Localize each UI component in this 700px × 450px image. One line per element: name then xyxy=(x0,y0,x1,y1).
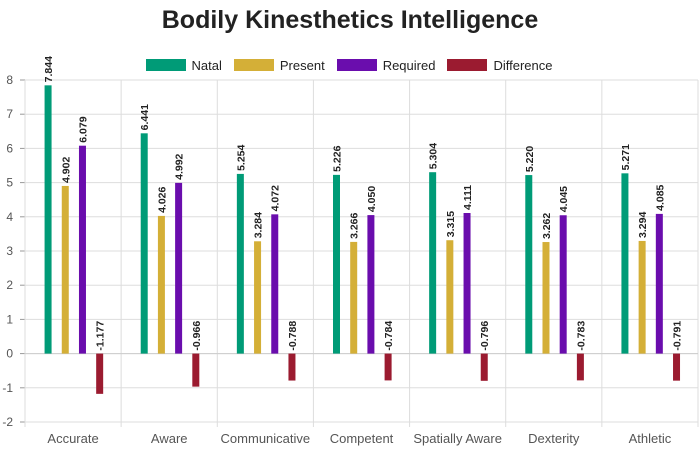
bar-required xyxy=(559,215,567,354)
bar-natal xyxy=(44,85,52,354)
data-label-difference: -0.788 xyxy=(287,321,299,351)
bar-present xyxy=(157,215,165,354)
data-label-present: 3.315 xyxy=(445,211,457,237)
data-label-required: 4.992 xyxy=(174,153,186,179)
bar-required xyxy=(175,182,183,354)
legend-item-present[interactable]: Present xyxy=(233,57,325,73)
bar-difference xyxy=(192,353,200,387)
data-label-natal: 5.226 xyxy=(332,145,344,171)
data-label-present: 4.902 xyxy=(60,157,72,183)
data-label-natal: 5.254 xyxy=(235,144,247,170)
legend-label-required: Required xyxy=(382,57,436,73)
x-tick-label: Accurate xyxy=(47,431,98,446)
x-tick-label: Communicative xyxy=(221,431,311,446)
bar-difference xyxy=(384,353,392,381)
data-label-natal: 6.441 xyxy=(139,104,151,130)
bar-natal xyxy=(236,173,244,354)
bar-required xyxy=(463,213,471,354)
y-tick-label: 8 xyxy=(6,73,13,87)
data-label-natal: 5.271 xyxy=(620,144,632,170)
x-tick-label: Athletic xyxy=(629,431,672,446)
bar-natal xyxy=(333,174,340,354)
bar-difference xyxy=(96,353,104,394)
y-tick-label: 7 xyxy=(6,107,13,121)
data-label-present: 3.294 xyxy=(637,212,649,238)
data-label-difference: -1.177 xyxy=(95,321,107,351)
data-label-required: 4.050 xyxy=(366,186,378,212)
legend-swatch-required xyxy=(336,59,377,71)
bar-required xyxy=(655,213,663,354)
legend-label-natal: Natal xyxy=(191,57,222,73)
bar-difference xyxy=(673,353,681,381)
y-tick-label: 2 xyxy=(6,278,13,292)
data-label-present: 4.026 xyxy=(156,186,168,212)
data-label-required: 4.085 xyxy=(654,184,666,210)
data-label-present: 3.262 xyxy=(541,213,553,239)
bar-present xyxy=(542,242,550,354)
chart-title: Bodily Kinesthetics Intelligence xyxy=(161,6,539,34)
data-label-natal: 5.304 xyxy=(428,143,440,169)
data-label-required: 4.072 xyxy=(270,185,282,211)
legend-swatch-natal xyxy=(145,59,186,71)
legend: Natal Present Required Difference xyxy=(0,56,700,74)
x-tick-label: Competent xyxy=(330,431,394,446)
bar-required xyxy=(78,145,86,354)
bar-required xyxy=(271,214,279,354)
data-label-difference: -0.784 xyxy=(383,321,395,351)
bar-natal xyxy=(621,173,629,354)
bar-present xyxy=(61,185,69,354)
data-label-required: 4.111 xyxy=(462,185,474,210)
y-tick-label: 3 xyxy=(6,244,13,258)
y-tick-label: -1 xyxy=(2,381,13,395)
bar-difference xyxy=(480,353,488,381)
data-label-natal: 5.220 xyxy=(524,146,536,172)
data-label-required: 4.045 xyxy=(558,186,570,212)
y-tick-label: 0 xyxy=(6,347,13,361)
bar-present xyxy=(254,241,262,354)
x-tick-label: Dexterity xyxy=(528,431,580,446)
bar-present xyxy=(350,241,358,354)
legend-swatch-present xyxy=(233,59,274,71)
data-label-present: 3.284 xyxy=(253,212,265,238)
bar-natal xyxy=(429,172,437,354)
bar-natal xyxy=(140,133,148,354)
legend-swatch-difference xyxy=(447,59,488,71)
y-tick-label: 6 xyxy=(6,141,13,155)
y-tick-label: 1 xyxy=(6,312,13,326)
legend-item-natal[interactable]: Natal xyxy=(145,57,222,73)
bar-required xyxy=(367,215,375,354)
data-label-difference: -0.791 xyxy=(672,321,684,351)
y-tick-label: 5 xyxy=(6,176,13,190)
bar-present xyxy=(446,240,454,354)
bar-present xyxy=(638,240,646,354)
data-label-difference: -0.796 xyxy=(479,321,491,351)
data-label-difference: -0.966 xyxy=(191,321,203,351)
bar-difference xyxy=(576,353,584,381)
legend-label-present: Present xyxy=(279,57,325,73)
data-label-present: 3.266 xyxy=(349,212,361,238)
y-tick-label: 4 xyxy=(6,210,13,224)
data-label-required: 6.079 xyxy=(77,116,89,142)
legend-item-required[interactable]: Required xyxy=(336,57,436,73)
bar-natal xyxy=(525,175,533,354)
data-label-difference: -0.783 xyxy=(575,321,587,351)
y-tick-label: -2 xyxy=(2,415,13,429)
legend-label-difference: Difference xyxy=(493,57,553,73)
x-tick-label: Spatially Aware xyxy=(413,431,502,446)
bar-difference xyxy=(288,353,296,381)
data-label-natal: 7.844 xyxy=(43,56,55,82)
x-tick-label: Aware xyxy=(151,431,188,446)
legend-item-difference[interactable]: Difference xyxy=(447,58,552,73)
